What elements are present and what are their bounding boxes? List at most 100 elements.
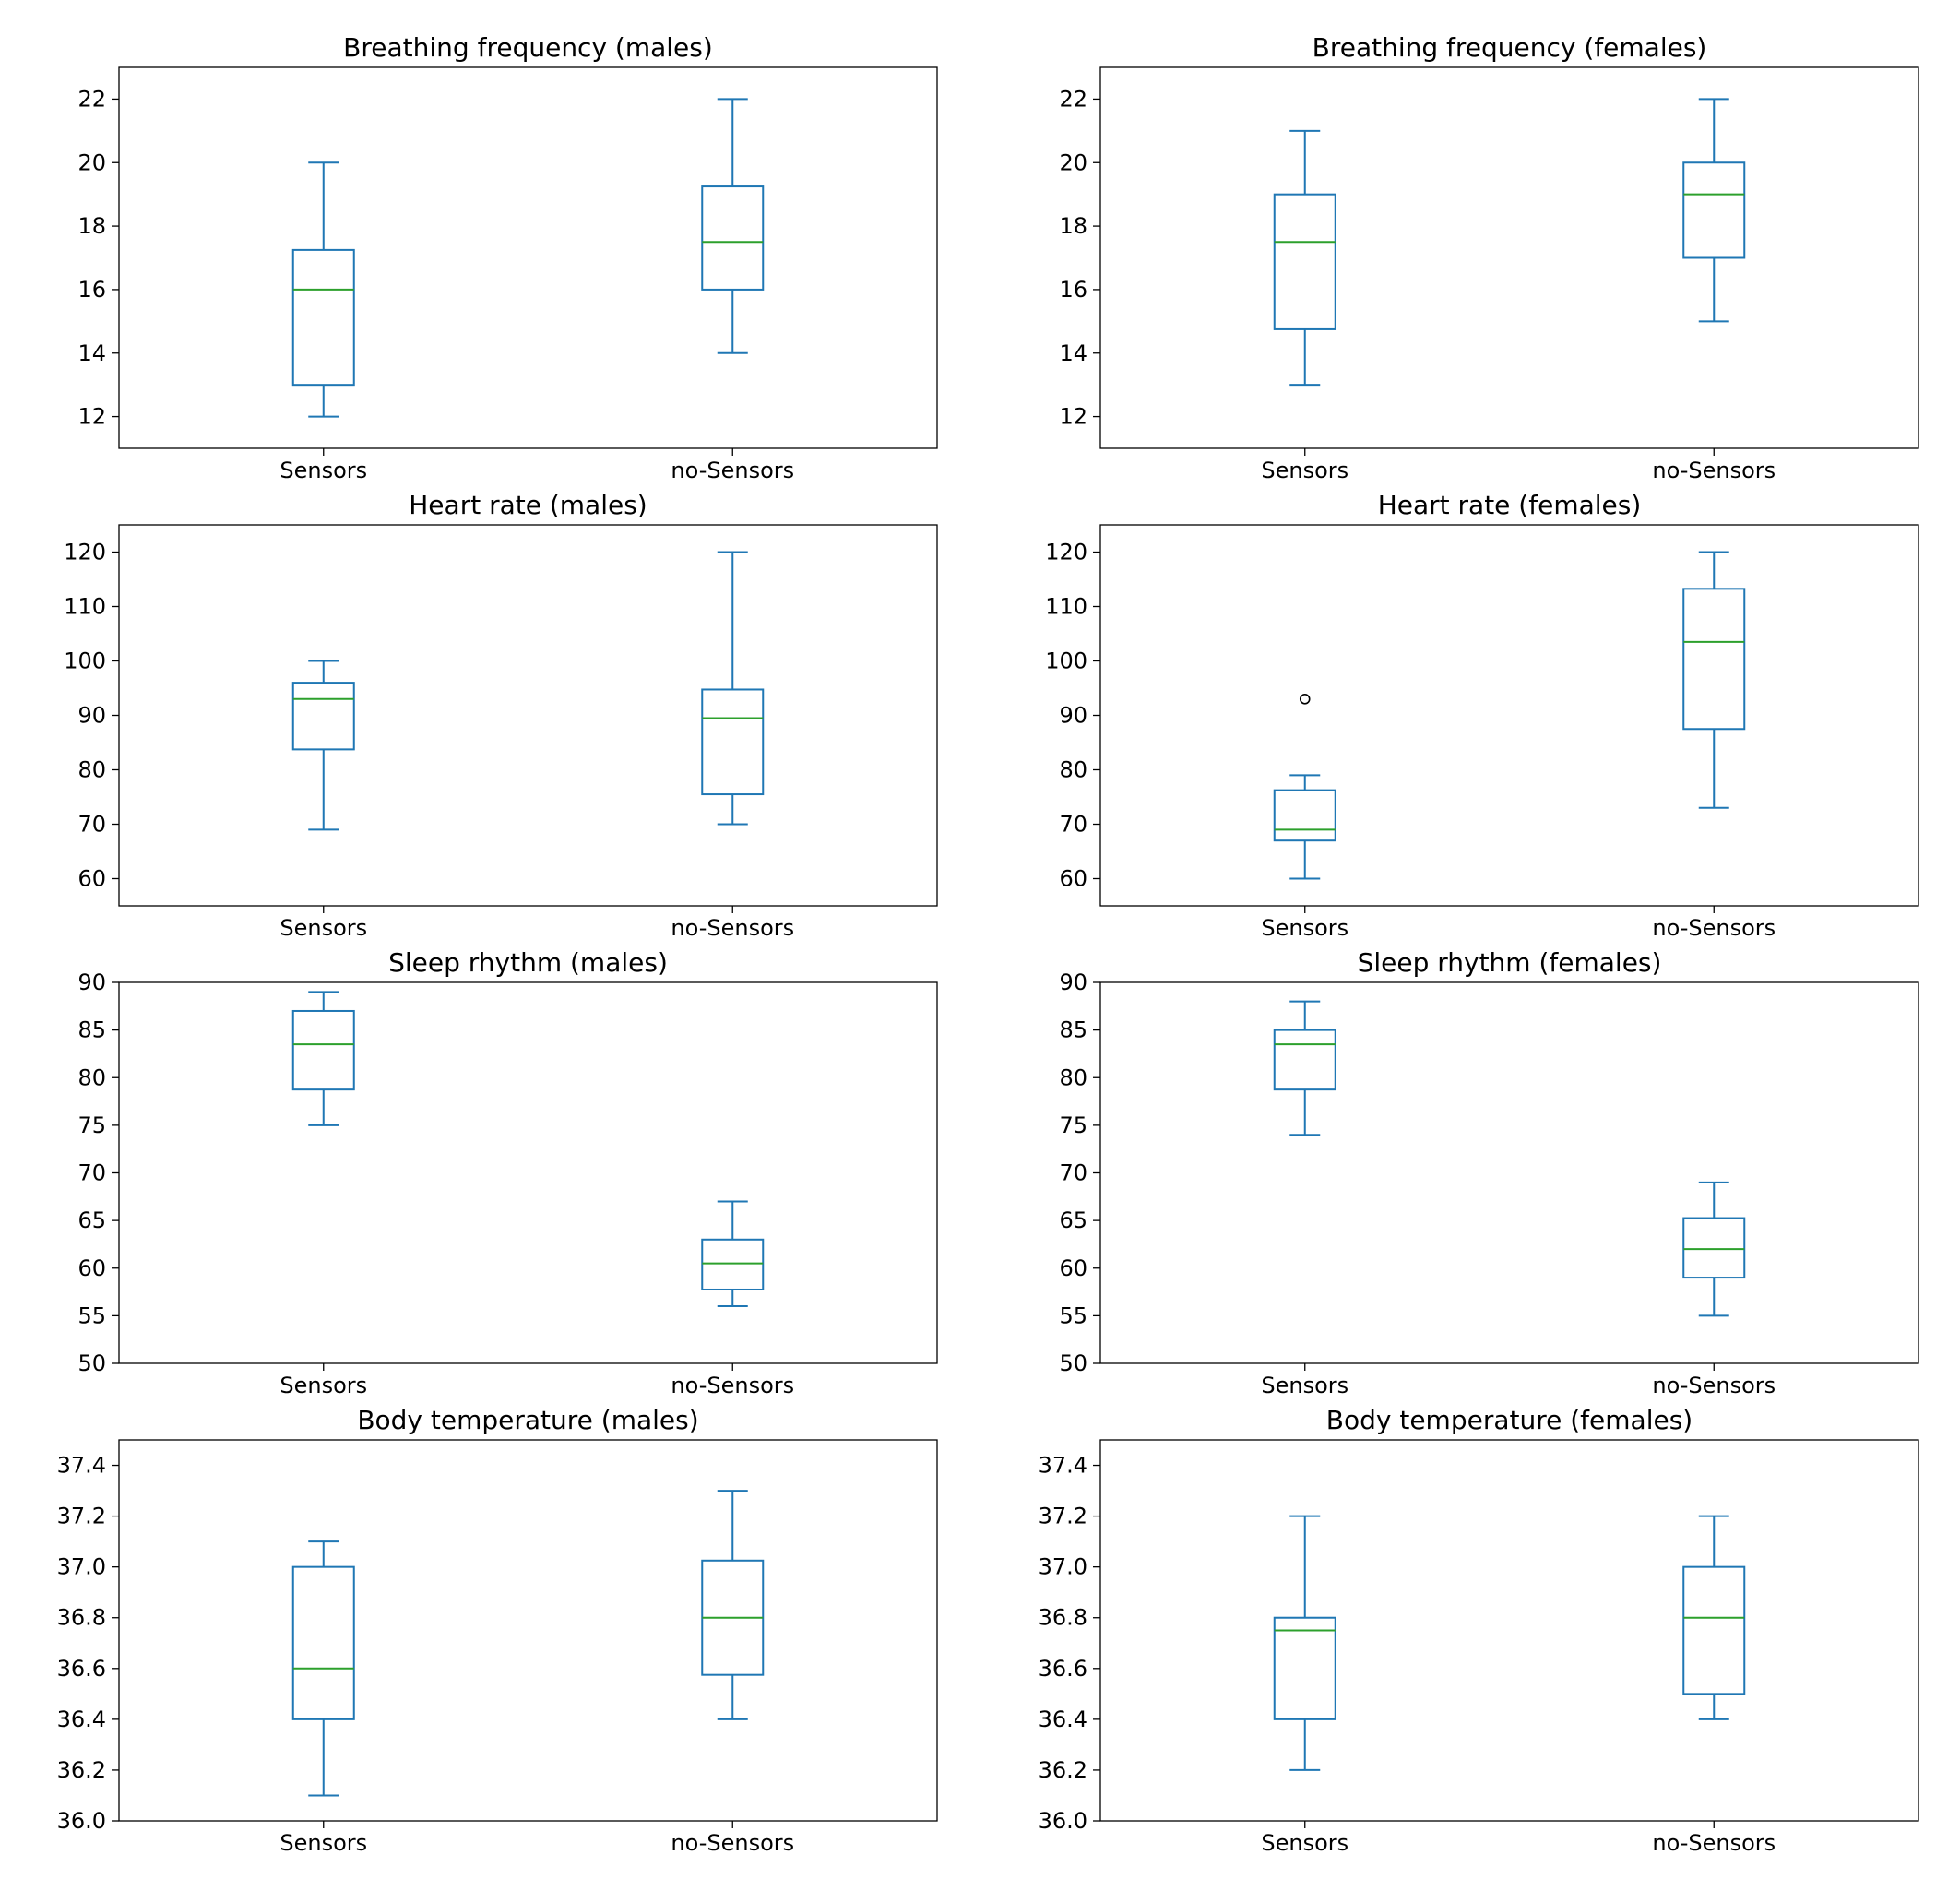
- y-tick-label: 36.0: [57, 1808, 106, 1834]
- iqr-box: [1682, 1217, 1746, 1279]
- iqr-box: [291, 682, 355, 751]
- plot-frame: [118, 981, 938, 1364]
- plot-frame: [118, 66, 938, 449]
- iqr-box: [291, 1009, 355, 1091]
- y-tick-label: 85: [77, 1017, 106, 1043]
- y-tick-label: 85: [1059, 1017, 1087, 1043]
- iqr-box: [1273, 193, 1336, 330]
- x-tick-label: no-Sensors: [671, 1373, 794, 1398]
- y-tick-label: 36.0: [1039, 1808, 1087, 1834]
- chart-title: Breathing frequency (females): [1313, 32, 1707, 63]
- y-tick-label: 75: [77, 1112, 106, 1138]
- panel-breathing-frequency-females: Breathing frequency (females) 12 14 16 18 20 2…: [1059, 32, 1919, 483]
- y-tick-label: 37.0: [57, 1554, 106, 1580]
- plot-frame: [1099, 524, 1919, 907]
- chart-title: Sleep rhythm (females): [1358, 947, 1662, 978]
- panel-body-temperature-females: Body temperature (females) 36.0 36.2 36.4 36…: [1039, 1405, 1919, 1856]
- box-no-sensors: [1682, 98, 1746, 323]
- y-tick-label: 70: [77, 1160, 106, 1186]
- x-tick-label: Sensors: [1261, 1373, 1348, 1398]
- x-tick-label: Sensors: [1261, 915, 1348, 941]
- y-tick-label: 20: [77, 149, 106, 175]
- chart-title: Body temperature (females): [1326, 1405, 1693, 1435]
- panel-heart-rate-males: Heart rate (males) 60 70 80 90 100 110 120 Senso…: [64, 490, 938, 941]
- y-tick-label: 36.6: [1039, 1656, 1087, 1682]
- chart-title: Heart rate (females): [1378, 490, 1642, 520]
- plot-frame: [118, 1439, 938, 1822]
- y-tick-label: 36.2: [57, 1757, 106, 1783]
- y-tick-label: 110: [64, 594, 106, 620]
- y-tick-label: 90: [77, 969, 106, 995]
- y-tick-label: 18: [1059, 213, 1087, 239]
- y-tick-label: 60: [1059, 1255, 1087, 1281]
- panel-breathing-frequency-males: Breathing frequency (males) 12 14 16 18 20 22 S…: [77, 32, 938, 483]
- y-tick-label: 18: [77, 213, 106, 239]
- box-sensors: [1273, 1515, 1336, 1771]
- box-no-sensors: [1682, 1181, 1746, 1317]
- y-tick-label: 36.4: [1039, 1707, 1087, 1732]
- y-tick-label: 50: [1059, 1350, 1087, 1376]
- box-sensors: [1273, 129, 1336, 387]
- y-tick-label: 90: [77, 703, 106, 729]
- box-sensors: [291, 660, 355, 831]
- y-tick-label: 37.4: [57, 1453, 106, 1479]
- y-tick-label: 80: [77, 1064, 106, 1090]
- plot-frame: [1099, 66, 1919, 449]
- y-tick-label: 22: [1059, 86, 1087, 112]
- y-tick-label: 80: [77, 757, 106, 783]
- panel-sleep-rhythm-females: Sleep rhythm (females) 50 55 60 65 70 75 80 85 90…: [1059, 947, 1919, 1398]
- box-no-sensors: [701, 551, 765, 826]
- iqr-box: [291, 248, 355, 387]
- box-no-sensors: [701, 98, 765, 354]
- y-tick-label: 12: [77, 404, 106, 430]
- y-tick-label: 70: [1059, 812, 1087, 838]
- box-no-sensors: [701, 1490, 765, 1720]
- x-tick-label: no-Sensors: [1652, 458, 1776, 483]
- chart-title: Breathing frequency (males): [343, 32, 713, 63]
- box-no-sensors: [1682, 551, 1746, 809]
- iqr-box: [1273, 1616, 1336, 1720]
- y-tick-label: 55: [1059, 1302, 1087, 1328]
- iqr-box: [701, 185, 765, 291]
- y-tick-label: 110: [1045, 594, 1087, 620]
- y-tick-label: 20: [1059, 149, 1087, 175]
- panel-heart-rate-females: Heart rate (females) 60 70 80 90 100 110 120 Sen…: [1045, 490, 1919, 941]
- y-tick-label: 37.0: [1039, 1554, 1087, 1580]
- y-tick-label: 80: [1059, 757, 1087, 783]
- x-tick-label: no-Sensors: [1652, 1830, 1776, 1856]
- x-tick-label: no-Sensors: [671, 915, 794, 941]
- iqr-box: [701, 688, 765, 796]
- iqr-box: [1682, 1565, 1746, 1695]
- y-tick-label: 75: [1059, 1112, 1087, 1138]
- y-tick-label: 36.6: [57, 1656, 106, 1682]
- y-tick-label: 16: [1059, 277, 1087, 303]
- box-no-sensors: [701, 1200, 765, 1308]
- y-tick-label: 60: [77, 1255, 106, 1281]
- iqr-box: [291, 1565, 355, 1720]
- y-tick-label: 36.8: [1039, 1605, 1087, 1631]
- iqr-box: [1273, 789, 1336, 842]
- y-tick-label: 37.2: [57, 1504, 106, 1529]
- x-tick-label: Sensors: [279, 1373, 367, 1398]
- y-tick-label: 60: [77, 866, 106, 892]
- box-sensors: [291, 991, 355, 1126]
- plot-frame: [1099, 1439, 1919, 1822]
- outlier-point: [1299, 693, 1311, 705]
- x-tick-label: no-Sensors: [1652, 915, 1776, 941]
- box-sensors: [1273, 693, 1336, 880]
- y-tick-label: 14: [77, 340, 106, 366]
- y-tick-label: 90: [1059, 969, 1087, 995]
- box-sensors: [291, 1540, 355, 1797]
- x-tick-label: no-Sensors: [1652, 1373, 1776, 1398]
- box-sensors: [291, 161, 355, 418]
- x-tick-label: Sensors: [279, 1830, 367, 1856]
- iqr-box: [1273, 1029, 1336, 1091]
- box-no-sensors: [1682, 1515, 1746, 1720]
- y-tick-label: 120: [1045, 540, 1087, 565]
- y-tick-label: 12: [1059, 404, 1087, 430]
- y-tick-label: 36.2: [1039, 1757, 1087, 1783]
- y-tick-label: 37.4: [1039, 1453, 1087, 1479]
- y-tick-label: 90: [1059, 703, 1087, 729]
- iqr-box: [1682, 161, 1746, 259]
